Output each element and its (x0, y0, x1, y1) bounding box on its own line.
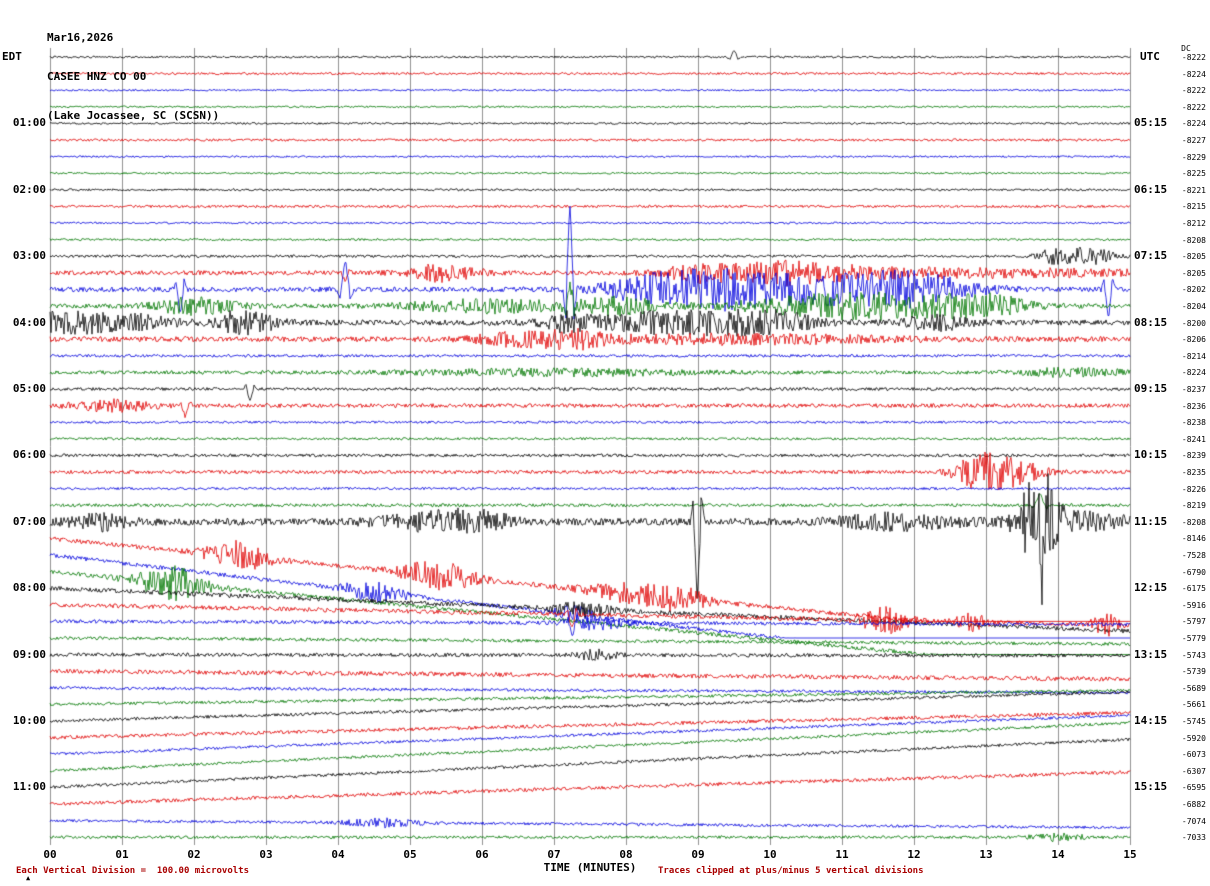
hour-label-left: 04:00 (12, 315, 46, 329)
hour-label-right: 13:15 (1134, 647, 1168, 661)
dc-value: -8204 (1181, 302, 1206, 311)
hour-label-left: 07:00 (12, 514, 46, 528)
x-tick-label: 02 (187, 848, 201, 861)
dc-value: -8208 (1181, 517, 1206, 527)
hour-label-right: 11:15 (1134, 514, 1168, 528)
x-tick-label: 11 (835, 848, 849, 861)
dc-value: -7074 (1181, 816, 1206, 826)
hour-label-left: 09:00 (12, 647, 46, 661)
dc-value: -5689 (1181, 683, 1206, 693)
x-axis-title: TIME (MINUTES) (543, 861, 637, 874)
dc-value: -5916 (1181, 600, 1206, 610)
hour-label-left: 01:00 (12, 116, 46, 130)
clip-note: Traces clipped at plus/minus 5 vertical … (658, 866, 924, 876)
dc-value: -6175 (1181, 584, 1206, 594)
x-tick-label: 09 (691, 848, 705, 861)
dc-value: -6882 (1181, 800, 1206, 809)
hour-label-left: 02:00 (12, 182, 46, 196)
hour-label-left: 11:00 (12, 780, 46, 794)
title-block: Mar16,2026 CASEE HNZ CO 00 (Lake Jocasse… (47, 5, 219, 148)
hour-label-right: 05:15 (1134, 116, 1168, 130)
hour-label-right: 07:15 (1134, 249, 1168, 263)
x-tick-label: 01 (115, 848, 129, 861)
dc-value: -8205 (1181, 268, 1206, 278)
dc-value: -8215 (1181, 202, 1206, 212)
dc-value: -8214 (1181, 351, 1206, 361)
x-tick-label: 00 (43, 848, 57, 861)
scale-note: Each Vertical Division = 100.00 microvol… (16, 866, 249, 876)
dc-value: -5743 (1181, 650, 1206, 660)
hour-label-right: 15:15 (1134, 780, 1168, 794)
dc-value: -8236 (1181, 401, 1206, 411)
dc-value: -8202 (1181, 285, 1206, 295)
hour-label-right: 08:15 (1134, 315, 1168, 329)
dc-value: -8227 (1181, 136, 1206, 145)
dc-value: -8212 (1181, 219, 1206, 228)
dc-value: -8226 (1181, 484, 1206, 494)
dc-value: -8224 (1181, 119, 1206, 129)
hour-label-right: 06:15 (1134, 182, 1168, 196)
hour-label-right: 10:15 (1134, 448, 1168, 462)
dc-value: -8238 (1181, 418, 1206, 428)
x-tick-label: 10 (763, 848, 777, 861)
hour-label-right: 14:15 (1134, 714, 1168, 727)
x-tick-label: 03 (259, 848, 273, 861)
dc-value: -8224 (1181, 69, 1206, 79)
dc-value: -8222 (1181, 102, 1206, 112)
x-tick-label: 07 (547, 848, 561, 861)
dc-value: -5779 (1181, 634, 1206, 643)
dc-value: -8241 (1181, 434, 1206, 444)
dc-value: -8219 (1181, 501, 1206, 511)
x-tick-label: 08 (619, 848, 633, 861)
dc-value: -5797 (1181, 617, 1206, 627)
hour-label-left: 06:00 (12, 448, 46, 462)
dc-value: -8239 (1181, 451, 1206, 461)
x-tick-label: 14 (1051, 848, 1065, 861)
dc-value: -8235 (1181, 468, 1206, 477)
dc-value: -8146 (1181, 534, 1206, 544)
dc-value: -6595 (1181, 783, 1206, 793)
dc-value: -5920 (1181, 733, 1206, 743)
title-date: Mar16,2026 (47, 31, 114, 44)
hour-label-right: 09:15 (1134, 382, 1168, 395)
dc-value: -8205 (1181, 252, 1206, 262)
dc-value: -8221 (1181, 185, 1206, 195)
hour-label-right: 12:15 (1134, 581, 1168, 595)
title-station: CASEE HNZ CO 00 (47, 70, 147, 83)
left-timezone-label: EDT (2, 50, 22, 63)
dc-value: -8229 (1181, 152, 1206, 162)
dc-value: -5745 (1181, 717, 1206, 726)
x-tick-label: 13 (979, 848, 993, 861)
hour-label-left: 10:00 (12, 714, 46, 727)
title-location: (Lake Jocassee, SC (SCSN)) (47, 109, 220, 122)
hour-label-left: 08:00 (12, 581, 46, 595)
hour-label-left: 03:00 (12, 249, 46, 263)
dc-value: -8208 (1181, 235, 1206, 245)
dc-column-header: DC (1181, 44, 1191, 53)
hour-label-left: 05:00 (12, 382, 46, 395)
dc-value: -8222 (1181, 86, 1206, 96)
right-timezone-label: UTC (1140, 50, 1160, 63)
dc-value: -5739 (1181, 667, 1206, 677)
x-tick-label: 05 (403, 848, 417, 861)
dc-value: -8224 (1181, 368, 1206, 378)
dc-value: -7033 (1181, 833, 1206, 843)
dc-value: -6073 (1181, 750, 1206, 760)
dc-value: -8200 (1181, 318, 1206, 328)
dc-value: -5661 (1181, 700, 1206, 710)
x-tick-label: 04 (331, 848, 345, 861)
x-tick-label: 12 (907, 848, 921, 861)
dc-value: -8206 (1181, 335, 1206, 345)
dc-value: -8237 (1181, 385, 1206, 394)
dc-value: -7528 (1181, 551, 1206, 560)
logo-mark: ▲ (26, 874, 31, 882)
dc-value: -6307 (1181, 766, 1206, 776)
dc-value: -6790 (1181, 567, 1206, 577)
dc-value: -8222 (1181, 53, 1206, 62)
x-tick-label: 15 (1123, 848, 1137, 861)
x-tick-label: 06 (475, 848, 489, 861)
dc-value: -8225 (1181, 169, 1206, 179)
